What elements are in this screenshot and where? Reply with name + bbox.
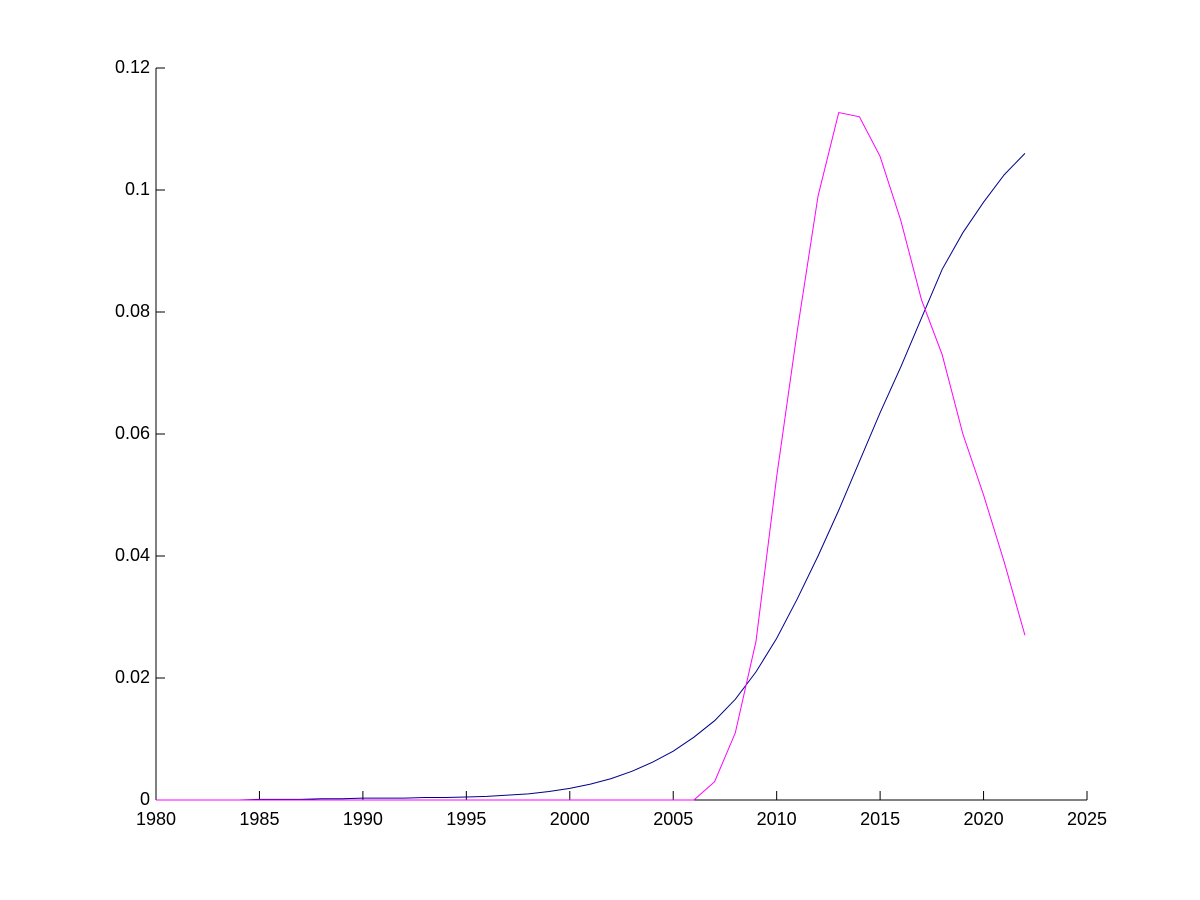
x-tick-label: 1995 [446, 809, 486, 829]
y-tick-label: 0.1 [125, 179, 150, 199]
x-tick-label: 1985 [239, 809, 279, 829]
y-tick-label: 0.06 [115, 423, 150, 443]
series-line [156, 153, 1026, 801]
y-tick-label: 0.08 [115, 301, 150, 321]
y-tick-label: 0 [140, 789, 150, 809]
y-tick-label: 0.02 [115, 667, 150, 687]
x-tick-label: 2000 [550, 809, 590, 829]
x-tick-label: 1990 [343, 809, 383, 829]
x-tick-label: 1980 [136, 809, 176, 829]
series-line [156, 111, 1026, 801]
x-tick-label: 2025 [1067, 809, 1107, 829]
y-tick-label: 0.04 [115, 545, 150, 565]
x-tick-label: 2010 [757, 809, 797, 829]
x-tick-label: 2005 [653, 809, 693, 829]
x-tick-label: 2020 [964, 809, 1004, 829]
y-tick-label: 0.12 [115, 57, 150, 77]
x-tick-label: 2015 [860, 809, 900, 829]
